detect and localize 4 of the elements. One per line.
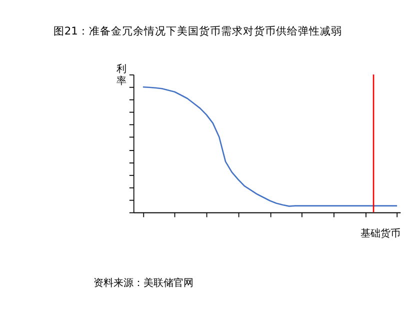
chart-title: 图21：准备金冗余情况下美国货币需求对货币供给弹性减弱 xyxy=(53,24,342,38)
text: 资料来源：美联储官网 xyxy=(93,277,194,290)
x-axis-title: 基础货币 xyxy=(360,227,401,240)
y-axis-title: 利率 xyxy=(116,63,126,87)
